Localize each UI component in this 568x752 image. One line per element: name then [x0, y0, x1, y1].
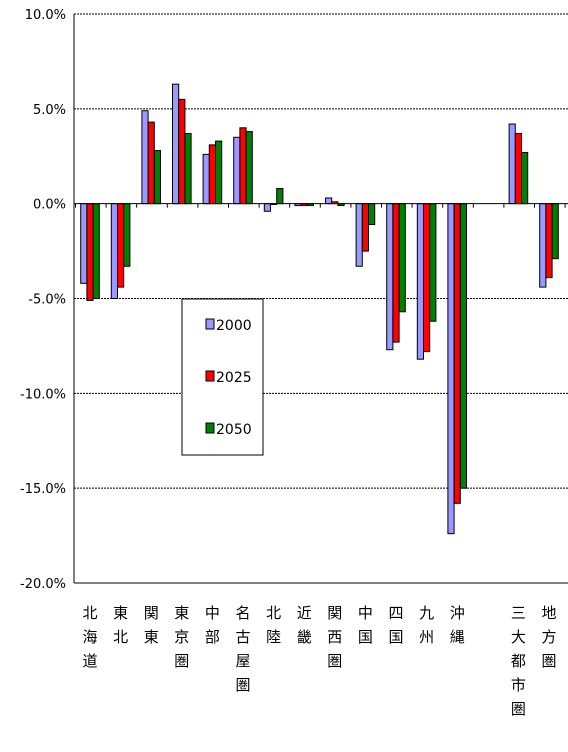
y-tick-label: -20.0%: [20, 577, 66, 592]
bar: [80, 203, 88, 284]
bar: [147, 121, 155, 205]
bar: [117, 203, 125, 288]
bar: [429, 203, 437, 322]
bar: [416, 203, 424, 360]
axis-layer: 10.0% 5.0% 0.0% -5.0% -10.0% -15.0% -20.0% 北海道 東…: [20, 8, 568, 718]
bar: [233, 136, 241, 205]
bar: [386, 203, 394, 351]
bar: [361, 203, 369, 252]
bar: [141, 110, 149, 205]
bar: [459, 203, 467, 489]
y-tick-label: -5.0%: [28, 293, 66, 308]
y-tick-label: -10.0%: [20, 387, 66, 402]
bar: [202, 153, 210, 205]
x-tick-label: 関東: [144, 604, 159, 646]
bar: [184, 132, 192, 205]
x-tick-label: 名古屋圏: [235, 604, 250, 694]
bar: [92, 203, 100, 300]
bar: [447, 203, 455, 535]
bar: [239, 127, 247, 205]
x-tick-label: 九州: [419, 604, 434, 646]
bar: [423, 203, 431, 353]
bar: [215, 140, 223, 205]
bar: [368, 203, 376, 226]
y-tick-label: 5.0%: [33, 103, 66, 118]
bar: [172, 83, 180, 205]
x-tick-label: 関西圏: [327, 604, 342, 670]
bar: [398, 203, 406, 313]
legend: 2000 2025 2050: [181, 298, 264, 456]
bar: [276, 187, 284, 205]
bar: [392, 203, 400, 343]
x-tick-label: 中国: [358, 604, 373, 646]
bar: [514, 132, 522, 205]
x-tick-label: 中部: [205, 604, 220, 646]
bar: [153, 150, 162, 205]
x-tick-label: 地方圏: [541, 604, 556, 670]
legend-swatch: [205, 422, 215, 434]
bar: [245, 131, 253, 205]
x-tick-label: 東北: [113, 604, 128, 646]
x-tick-label: 四国: [388, 604, 403, 646]
bar: [86, 203, 94, 301]
x-tick-label: 東京圏: [174, 604, 189, 670]
x-tick-label: 北海道: [82, 604, 97, 670]
bar: [551, 203, 559, 260]
bar: [110, 203, 119, 300]
bar: [539, 203, 547, 288]
bar: [355, 203, 363, 267]
x-tick-label: 三大都市圏: [511, 604, 526, 718]
bar: [208, 144, 217, 205]
legend-swatch: [205, 318, 215, 330]
y-tick-label: 10.0%: [25, 8, 66, 23]
bars-layer: [80, 83, 559, 535]
bar: [508, 123, 516, 205]
grid-layer: [74, 13, 568, 584]
x-tick-label: 沖縄: [450, 604, 465, 646]
x-tick-label: 近畿: [297, 604, 312, 646]
legend-label: 2050: [216, 422, 252, 438]
bar: [521, 151, 529, 205]
bar: [453, 203, 461, 504]
bar: [263, 203, 271, 212]
legend-label: 2025: [216, 370, 252, 386]
legend-label: 2000: [216, 318, 252, 334]
legend-box: [181, 298, 264, 456]
bar: [178, 98, 186, 205]
legend-swatch: [205, 370, 215, 382]
x-tick-label: 北陸: [266, 604, 281, 646]
bar: [545, 203, 553, 279]
bar: [123, 203, 131, 267]
y-tick-label: 0.0%: [33, 198, 66, 213]
y-tick-label: -15.0%: [20, 482, 66, 497]
bar: [325, 197, 333, 205]
